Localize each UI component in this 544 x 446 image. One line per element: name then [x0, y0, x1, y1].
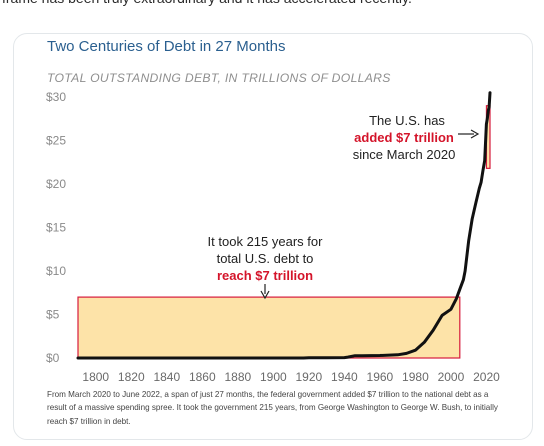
- annotation-arrows: [260, 129, 480, 300]
- highlight-boxes: [77, 105, 491, 359]
- series-line-1: [76, 91, 492, 360]
- annotation-215-years: It took 215 years for total U.S. debt to…: [170, 233, 360, 284]
- annotation-2020-line1: The U.S. has: [369, 113, 445, 128]
- chart-subtitle: TOTAL OUTSTANDING DEBT, IN TRILLIONS OF …: [47, 71, 391, 85]
- y-tick-label: $0: [46, 351, 60, 365]
- x-tick-label: 2020: [473, 370, 500, 384]
- x-tick-label: 1820: [118, 370, 145, 384]
- arrow-down-head: [260, 290, 270, 300]
- x-tick-label: 1940: [331, 370, 358, 384]
- annotation-2020-line3: since March 2020: [352, 147, 456, 162]
- x-tick-label: 1960: [367, 370, 394, 384]
- chart-title: Two Centuries of Debt in 27 Months: [47, 38, 286, 55]
- x-tick-label: 1840: [153, 370, 180, 384]
- annotation-215-line2: total U.S. debt to: [216, 251, 314, 266]
- y-tick-label: $20: [46, 177, 66, 191]
- chart-card: [13, 33, 533, 440]
- x-tick-label: 1860: [189, 370, 216, 384]
- annotation-2020-emphasis: added $7 trillion: [354, 130, 454, 145]
- y-tick-label: $25: [46, 134, 66, 148]
- x-tick-label: 1880: [224, 370, 251, 384]
- x-tick-label: 1900: [260, 370, 287, 384]
- y-tick-label: $5: [46, 308, 60, 322]
- x-tick-label: 2000: [438, 370, 465, 384]
- chart-footnote: From March 2020 to June 2022, a span of …: [47, 390, 498, 426]
- highlight-box-1: [77, 296, 461, 359]
- y-axis-ticks: $0 $5 $10 $15 $20 $25 $30: [46, 90, 66, 365]
- annotation-215-emphasis: reach $7 trillion: [216, 268, 314, 283]
- x-tick-label: 1800: [82, 370, 109, 384]
- y-tick-label: $30: [46, 90, 66, 104]
- x-tick-label: 1920: [296, 370, 323, 384]
- arrow-right-head: [470, 129, 480, 139]
- x-axis-ticks: 1800 1820 1840 1860 1880 1900 1920 1940 1960 1980…: [82, 370, 500, 384]
- annotation-since-2020: The U.S. has added $7 trillion since Mar…: [338, 112, 470, 163]
- y-tick-label: $10: [46, 264, 66, 278]
- annotation-215-line1: It took 215 years for: [207, 234, 323, 249]
- intro-text: frame has been truly extraordinary and i…: [0, 0, 544, 12]
- series-group: [76, 91, 492, 360]
- y-tick-label: $15: [46, 221, 66, 235]
- x-tick-label: 1980: [402, 370, 429, 384]
